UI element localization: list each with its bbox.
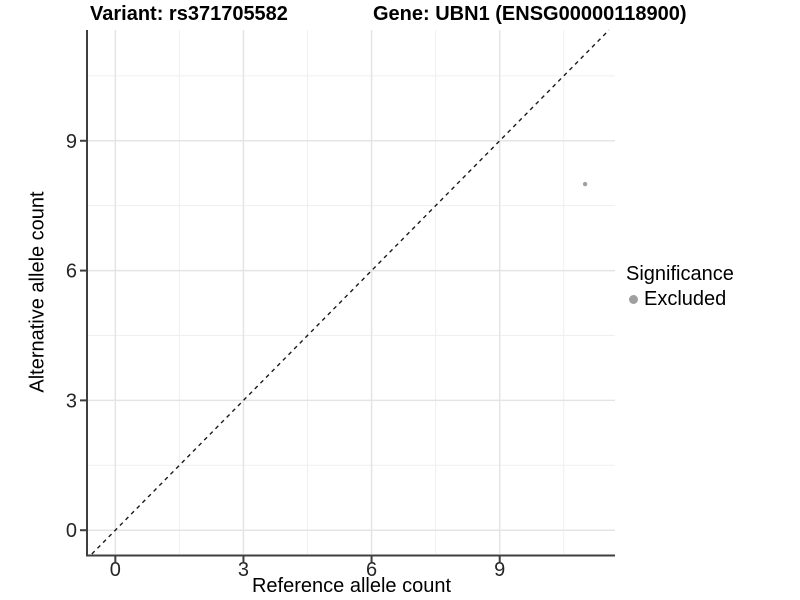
legend-item-label: Excluded (644, 288, 727, 310)
y-tick-label: 6 (66, 261, 77, 283)
x-tick-label: 6 (366, 559, 377, 581)
y-tick-label: 3 (66, 390, 77, 412)
x-tick-label: 9 (494, 559, 505, 581)
x-tick-label: 0 (110, 559, 121, 581)
identity-reference-line (91, 29, 610, 555)
data-point (582, 181, 588, 187)
plot-title-gene: Gene: UBN1 (ENSG00000118900) (373, 3, 687, 25)
legend-key-dot (629, 295, 638, 304)
legend-item-excluded: Excluded (626, 288, 734, 311)
y-tick-label: 9 (66, 131, 77, 153)
legend-title: Significance (626, 263, 734, 285)
x-tick-label: 3 (238, 559, 249, 581)
y-tick-label: 0 (66, 520, 77, 542)
x-axis-title: Reference allele count (251, 575, 451, 597)
legend: Significance Excluded (626, 263, 734, 311)
y-axis-title: Alternative allele count (26, 191, 49, 393)
plot-title-variant: Variant: rs371705582 (90, 3, 288, 25)
